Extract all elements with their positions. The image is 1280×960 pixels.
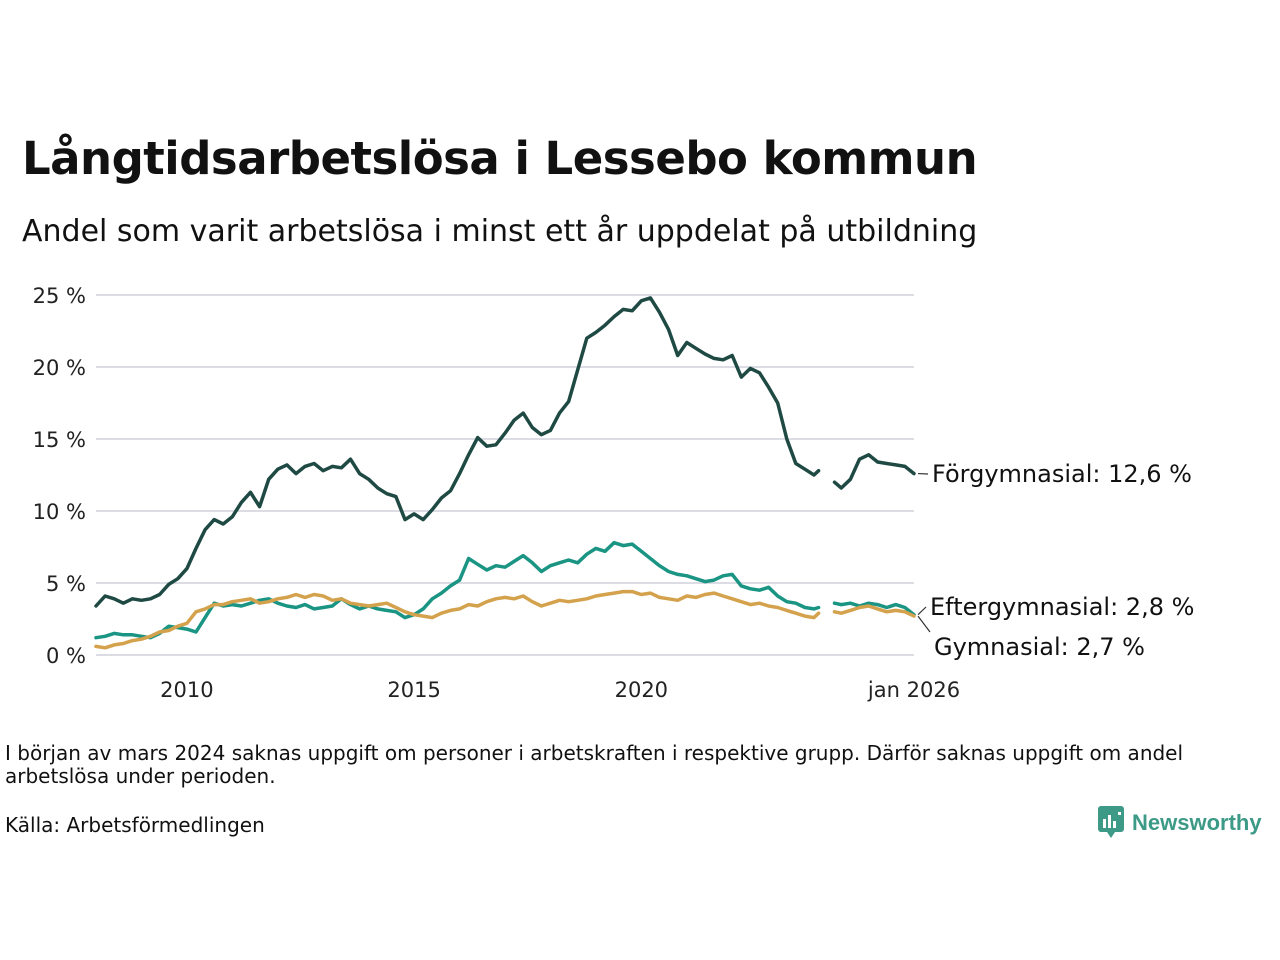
label-leader xyxy=(917,606,927,616)
end-label-gymnasial: Gymnasial: 2,7 % xyxy=(934,633,1145,661)
x-tick-label: 2015 xyxy=(387,678,440,702)
x-tick-label: 2010 xyxy=(160,678,213,702)
end-labels: Förgymnasial: 12,6 % Eftergymnasial: 2,8 … xyxy=(917,460,1194,661)
y-axis: 0 % 5 % 10 % 15 % 20 % 25 % xyxy=(33,284,86,668)
series-line-eftergymnasial xyxy=(832,601,916,617)
x-axis: 2010 2015 2020 jan 2026 xyxy=(160,678,960,702)
series-lines xyxy=(94,296,916,650)
newsworthy-chart-icon xyxy=(1098,806,1124,838)
source-credit: Källa: Arbetsförmedlingen xyxy=(5,813,265,837)
series-line-gymnasial xyxy=(832,604,916,618)
y-tick-label: 10 % xyxy=(33,500,86,524)
series-line-eftergymnasial xyxy=(94,540,821,640)
end-label-förgymnasial: Förgymnasial: 12,6 % xyxy=(932,460,1192,488)
x-tick-label: jan 2026 xyxy=(867,678,960,702)
footnote: I början av mars 2024 saknas uppgift om … xyxy=(5,741,1184,788)
x-tick-label: 2020 xyxy=(615,678,668,702)
line-chart: 0 % 5 % 10 % 15 % 20 % 25 % 2010 2015 2020 jan 2… xyxy=(33,284,1195,702)
chart-title: Långtidsarbetslösa i Lessebo kommun xyxy=(22,132,978,185)
end-label-eftergymnasial: Eftergymnasial: 2,8 % xyxy=(930,593,1194,621)
y-tick-label: 25 % xyxy=(33,284,86,308)
brand-logo: Newsworthy xyxy=(1098,806,1262,840)
y-tick-label: 5 % xyxy=(46,572,86,596)
y-tick-label: 15 % xyxy=(33,428,86,452)
y-tick-label: 0 % xyxy=(46,644,86,668)
brand-name: Newsworthy xyxy=(1132,810,1262,835)
chart-subtitle: Andel som varit arbetslösa i minst ett å… xyxy=(22,214,978,249)
label-leader xyxy=(917,615,931,633)
gridlines xyxy=(96,294,914,656)
series-line-gymnasial xyxy=(94,589,821,650)
y-tick-label: 20 % xyxy=(33,356,86,380)
series-line-förgymnasial xyxy=(832,453,916,490)
series-line-förgymnasial xyxy=(94,296,821,608)
